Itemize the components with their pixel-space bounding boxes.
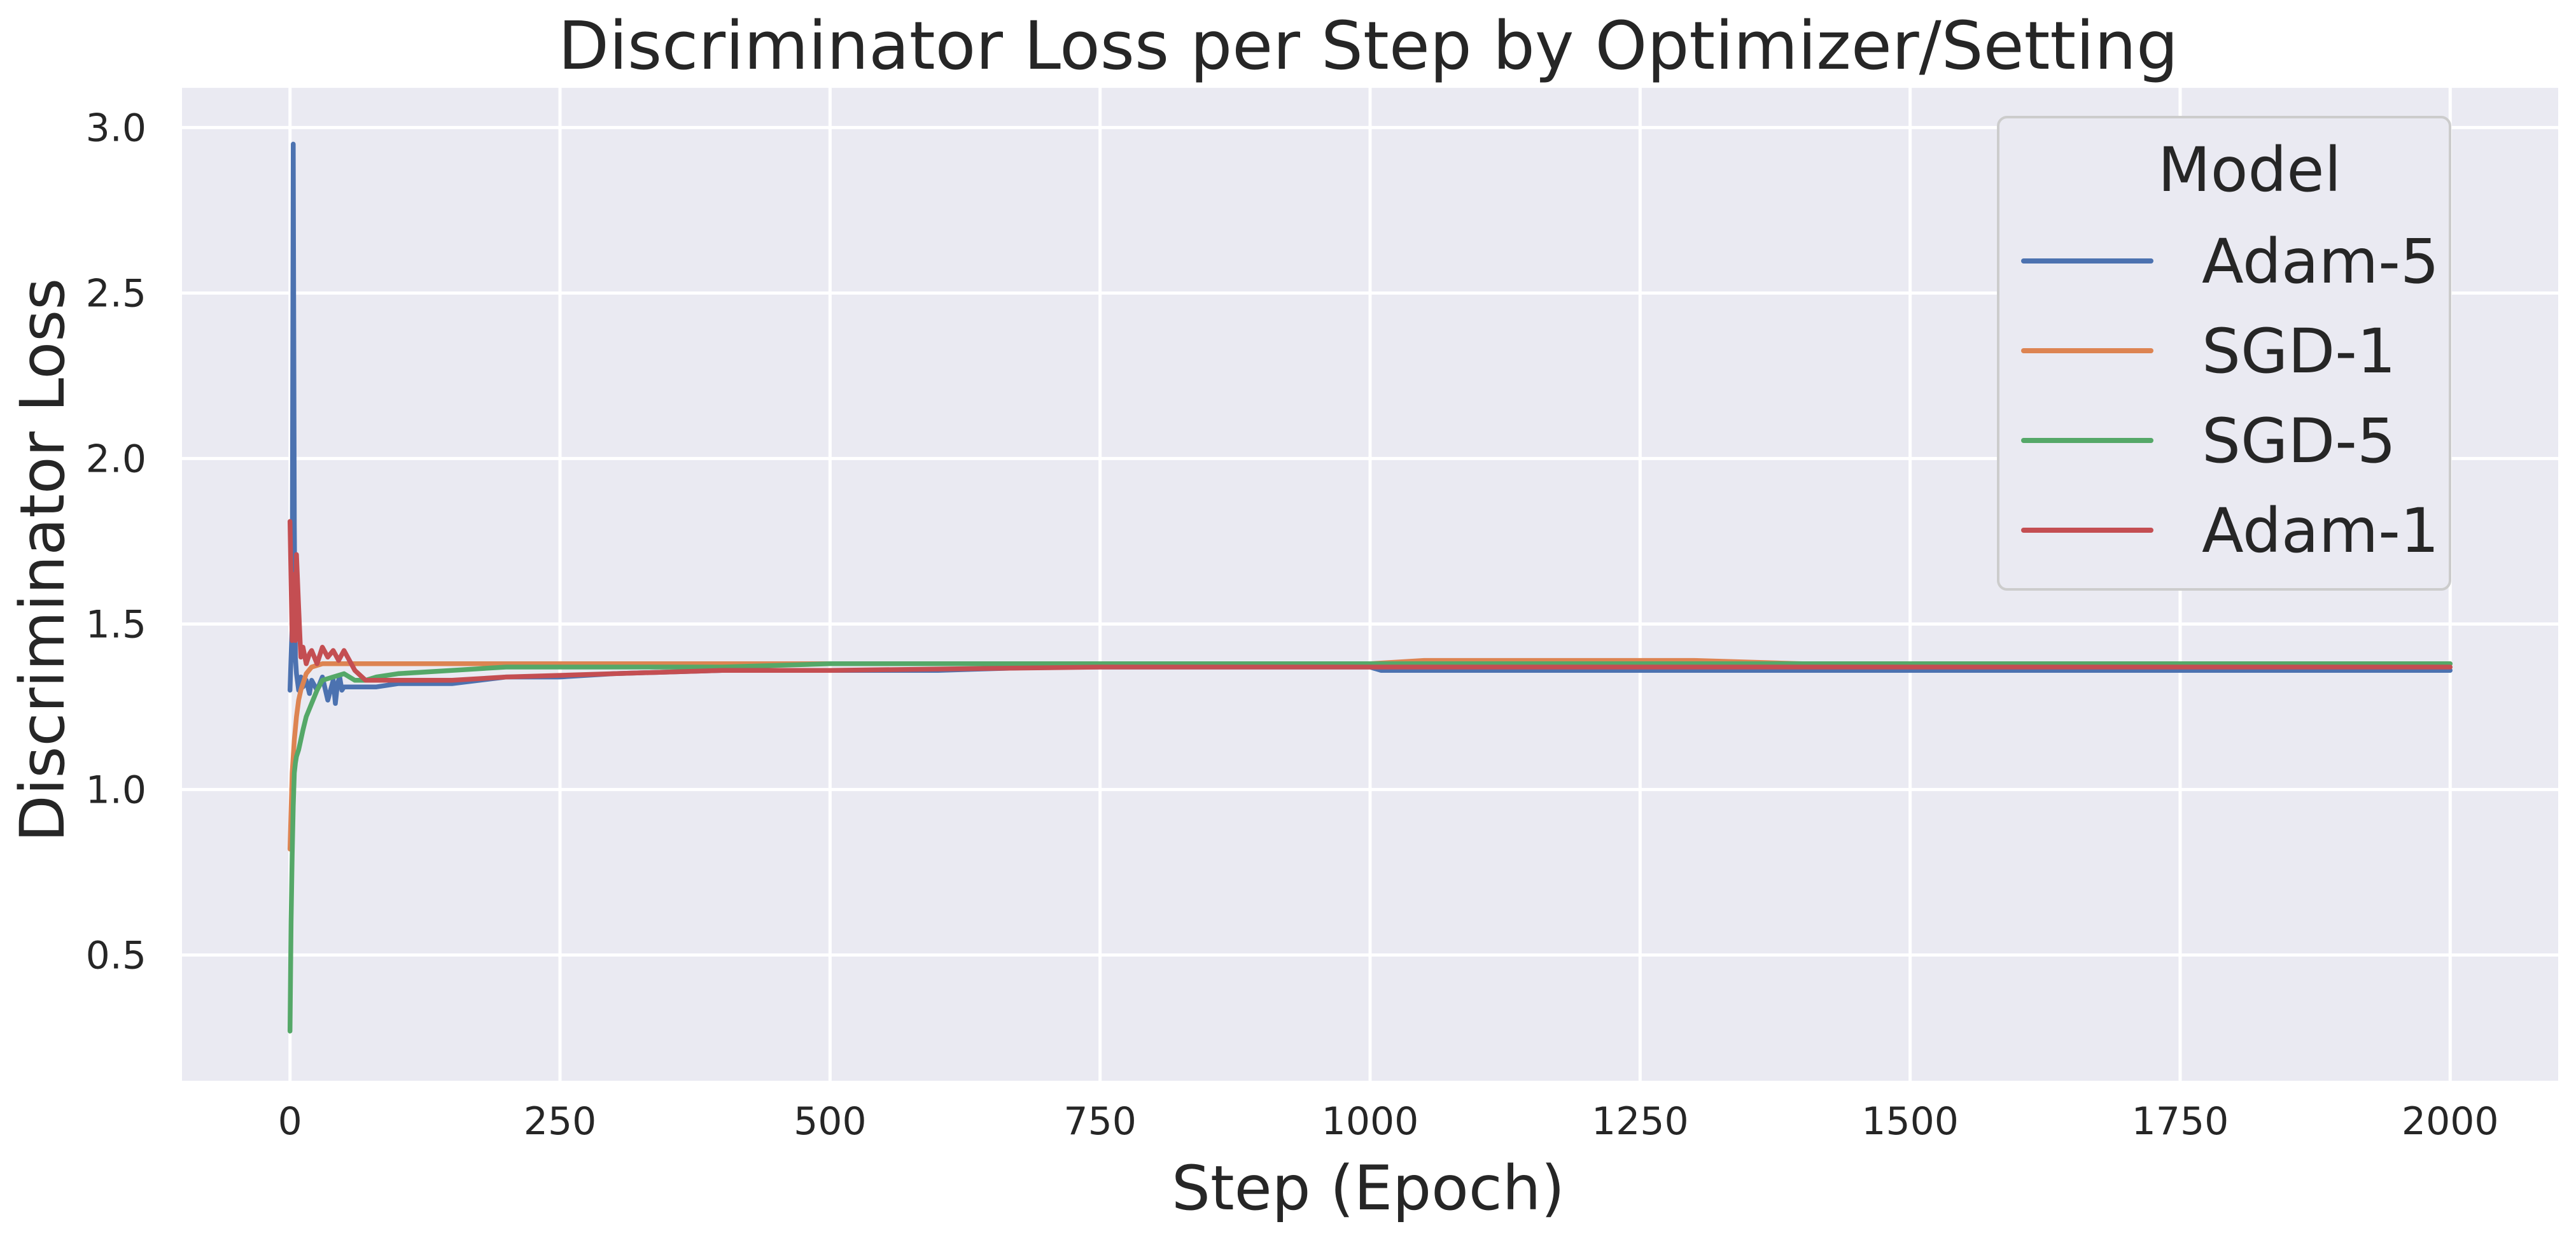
x-tick-label: 0 [278, 1099, 302, 1144]
x-tick-label: 1750 [2132, 1099, 2229, 1144]
series-line-sgd-5 [287, 661, 2453, 1034]
y-axis-label: Discriminator Loss [7, 278, 78, 842]
x-tick-labels: 0 250 500 750 1000 1250 1500 1750 2000 [278, 1099, 2499, 1144]
legend-label-sgd-1: SGD-1 [2202, 316, 2396, 387]
x-tick-label: 1250 [1592, 1099, 1689, 1144]
y-tick-label: 2.5 [86, 271, 146, 316]
series-layer [287, 141, 2453, 1034]
legend-title: Model [2158, 134, 2341, 206]
y-tick-label: 2.0 [86, 437, 146, 481]
x-tick-label: 250 [524, 1099, 597, 1144]
x-tick-label: 1000 [1322, 1099, 1419, 1144]
x-tick-label: 1500 [1861, 1099, 1959, 1144]
legend: Model Adam-5 SGD-1 SGD-5 Adam-1 [1997, 116, 2451, 591]
y-tick-labels: 0.5 1.0 1.5 2.0 2.5 3.0 [86, 106, 146, 978]
y-tick-label: 1.0 [86, 768, 146, 812]
series-line-adam-1 [287, 519, 2453, 683]
x-tick-label: 2000 [2402, 1099, 2499, 1144]
x-axis-label: Step (Epoch) [1172, 1153, 1565, 1224]
legend-label-sgd-5: SGD-5 [2202, 405, 2396, 477]
legend-box [1997, 116, 2451, 591]
x-tick-label: 500 [794, 1099, 867, 1144]
y-tick-label: 3.0 [86, 106, 146, 150]
y-tick-label: 0.5 [86, 933, 146, 978]
chart-title: Discriminator Loss per Step by Optimizer… [558, 7, 2178, 85]
y-tick-label: 1.5 [86, 602, 146, 647]
legend-items: Adam-5 SGD-1 SGD-5 Adam-1 [2021, 226, 2439, 566]
legend-label-adam-5: Adam-5 [2202, 226, 2439, 297]
x-tick-label: 750 [1063, 1099, 1137, 1144]
legend-label-adam-1: Adam-1 [2202, 495, 2439, 566]
